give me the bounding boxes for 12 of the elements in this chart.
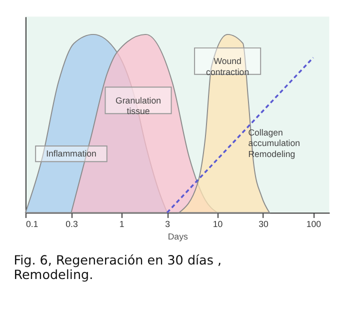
x-tick-label: 30 <box>258 218 269 229</box>
series-label: Granulation tissue <box>116 95 162 116</box>
series-label: Inflammation <box>46 148 97 159</box>
caption: Fig. 6, Regeneración en 30 días , Remodeling. <box>14 254 222 284</box>
series-label: Wound contraction <box>206 56 250 77</box>
x-tick-label: 3 <box>165 218 170 229</box>
x-axis-title: Days <box>168 232 188 242</box>
x-tick-label: 0.3 <box>66 218 78 229</box>
x-tick-label: 10 <box>212 218 223 229</box>
x-tick-label: 1 <box>119 218 124 229</box>
x-tick-label: 100 <box>306 218 322 229</box>
x-tick-label: 0.1 <box>26 218 38 229</box>
